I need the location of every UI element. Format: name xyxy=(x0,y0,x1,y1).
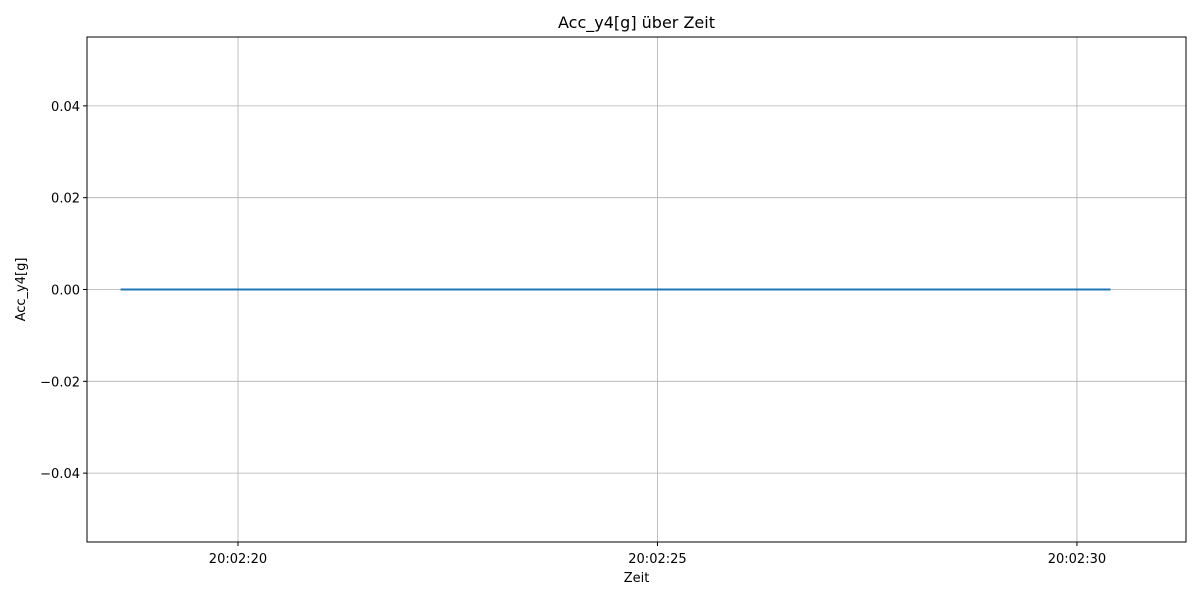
y-tick-label: 0.04 xyxy=(51,100,80,115)
x-tick-label: 20:02:30 xyxy=(1048,552,1106,567)
y-tick-label: 0.00 xyxy=(51,284,80,299)
y-tick-label: −0.04 xyxy=(40,467,80,482)
x-axis-label: Zeit xyxy=(624,571,650,586)
x-tick-label: 20:02:25 xyxy=(628,552,686,567)
y-tick-label: −0.02 xyxy=(40,375,80,390)
y-axis-label: Acc_y4[g] xyxy=(14,258,29,322)
x-tick-label: 20:02:20 xyxy=(209,552,267,567)
axis-ticks: 20:02:20 20:02:25 20:02:30 −0.04 −0.02 0.00 0.… xyxy=(40,100,1106,567)
chart-title: Acc_y4[g] über Zeit xyxy=(558,13,715,33)
y-tick-label: 0.02 xyxy=(51,192,80,207)
